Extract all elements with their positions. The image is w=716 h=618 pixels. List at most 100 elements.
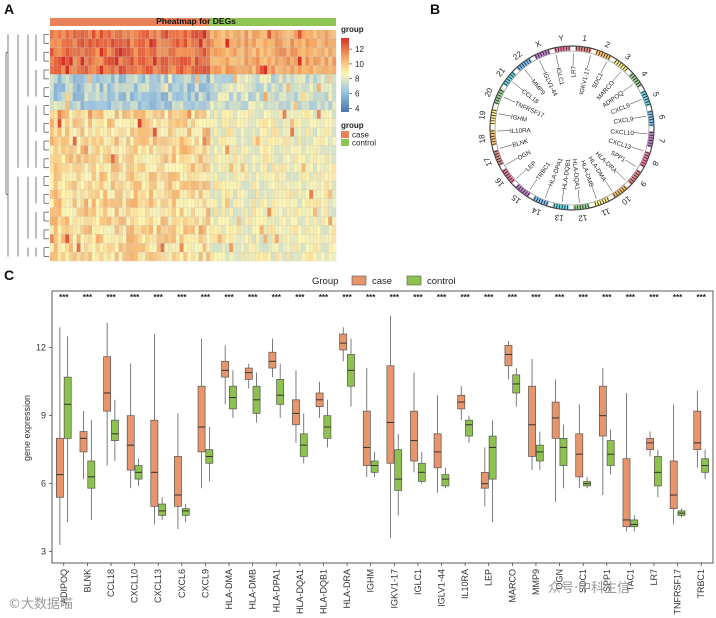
heatmap-cell	[145, 145, 150, 155]
heatmap-cell	[259, 145, 264, 155]
heatmap-cell	[179, 92, 184, 102]
cytoband	[528, 58, 532, 63]
heatmap-cell	[221, 216, 226, 226]
heatmap-cell	[316, 225, 321, 235]
chromosome-band	[573, 203, 590, 210]
heatmap-cell	[282, 109, 287, 119]
heatmap-cell	[141, 145, 146, 155]
cytoband	[582, 204, 584, 209]
heatmap-cell	[320, 198, 325, 208]
heatmap-cell	[301, 216, 306, 226]
heatmap-cell	[274, 56, 279, 66]
heatmap-cell	[137, 56, 142, 66]
heatmap-cell	[194, 154, 199, 164]
heatmap-cell	[95, 47, 100, 57]
heatmap-cell	[95, 172, 100, 182]
gene-link	[506, 157, 518, 165]
heatmap-cell	[240, 189, 245, 199]
heatmap-cell	[328, 101, 333, 111]
heatmap-cell	[156, 83, 161, 93]
heatmap-cell	[240, 225, 245, 235]
heatmap-cell	[194, 136, 199, 146]
heatmap-cell	[316, 189, 321, 199]
heatmap-cell	[240, 109, 245, 119]
heatmap-cell	[183, 225, 188, 235]
heatmap-cell	[229, 118, 234, 128]
heatmap-cell	[286, 225, 291, 235]
heatmap-cell	[72, 154, 77, 164]
heatmap-cell	[99, 83, 104, 93]
heatmap-cell	[202, 92, 207, 102]
heatmap-cell	[274, 65, 279, 75]
box-control	[465, 419, 473, 437]
heatmap-cell	[293, 243, 298, 253]
heatmap-cell	[191, 216, 196, 226]
heatmap-cell	[137, 252, 142, 262]
heatmap-cell	[248, 83, 253, 93]
heatmap-cell	[324, 252, 329, 262]
heatmap-cell	[225, 172, 230, 182]
gene-label: LR7	[570, 65, 577, 77]
heatmap-cell	[328, 47, 333, 57]
heatmap-cell	[175, 74, 180, 84]
heatmap-cell	[137, 163, 142, 173]
heatmap-cell	[149, 83, 154, 93]
heatmap-cell	[103, 101, 108, 111]
heatmap-cell	[107, 252, 112, 262]
cytoband	[645, 151, 650, 154]
heatmap-cell	[99, 29, 104, 40]
heatmap-cell	[141, 225, 146, 235]
heatmap-cell	[57, 243, 62, 253]
heatmap-cell	[328, 198, 333, 208]
heatmap-cell	[183, 154, 188, 164]
box-case	[646, 437, 654, 451]
significance-label: ***	[531, 293, 541, 302]
heatmap-cell	[206, 234, 211, 244]
heatmap-cell	[57, 92, 62, 102]
heatmap-cell	[248, 189, 253, 199]
heatmap-cell	[68, 225, 74, 235]
heatmap-cell	[114, 101, 119, 111]
heatmap-cell	[152, 118, 157, 128]
chromosome-band	[490, 129, 497, 146]
heatmap-cell	[290, 65, 295, 75]
heatmap-cell	[206, 92, 211, 102]
heatmap-cell	[133, 163, 138, 173]
heatmap-cell	[168, 216, 173, 226]
heatmap-cell	[156, 118, 161, 128]
heatmap-cell	[107, 83, 112, 93]
x-tick-label: IGKV1-17	[389, 569, 399, 609]
heatmap-cell	[282, 101, 287, 111]
heatmap-cell	[187, 243, 192, 253]
heatmap-cell	[274, 74, 279, 84]
heatmap-cell	[99, 109, 104, 119]
heatmap-cell	[187, 83, 192, 93]
heatmap-cell	[240, 243, 245, 253]
heatmap-cell	[221, 29, 226, 40]
gene-link	[604, 180, 613, 192]
heatmap-cell	[49, 163, 54, 173]
heatmap-cell	[210, 163, 215, 173]
heatmap-cell	[160, 207, 165, 217]
heatmap-cell	[198, 83, 203, 93]
heatmap-cell	[141, 198, 146, 208]
heatmap-cell	[313, 83, 318, 93]
heatmap-cell	[152, 189, 157, 199]
heatmap-cell	[137, 92, 142, 102]
heatmap-cell	[122, 243, 127, 253]
heatmap-cell	[194, 118, 199, 128]
heatmap-cell	[99, 234, 104, 244]
heatmap-cell	[171, 154, 176, 164]
heatmap-cell	[278, 56, 283, 66]
heatmap-cell	[252, 92, 257, 102]
heatmap-cell	[332, 180, 337, 191]
heatmap-cell	[145, 38, 150, 48]
heatmap-cell	[141, 136, 146, 146]
heatmap-cell	[267, 207, 272, 217]
heatmap-cell	[328, 225, 333, 235]
heatmap-cell	[202, 74, 207, 84]
heatmap-cell	[133, 234, 138, 244]
heatmap-cell	[53, 163, 58, 173]
heatmap-cell	[290, 136, 295, 146]
heatmap-cell	[179, 216, 184, 226]
